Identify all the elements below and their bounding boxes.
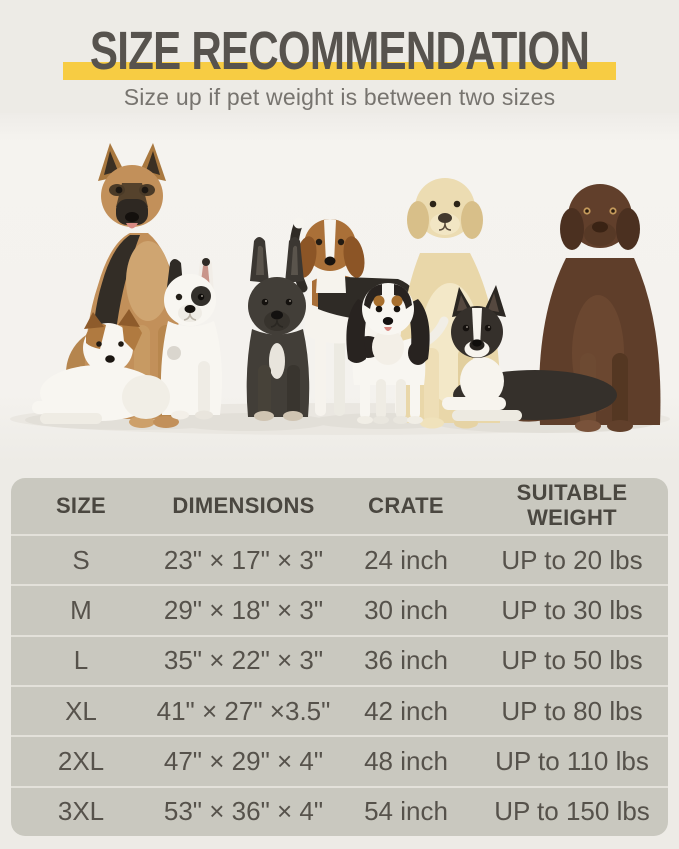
table-header-row: SIZE DIMENSIONS CRATE SUITABLE WEIGHT bbox=[11, 478, 668, 534]
size-table: SIZE DIMENSIONS CRATE SUITABLE WEIGHT S 23" … bbox=[11, 478, 668, 836]
table-cell: 41" × 27" ×3.5" bbox=[151, 684, 336, 735]
table-cell: UP to 50 lbs bbox=[476, 634, 668, 685]
table-row: 3XL 53" × 36" × 4" 54 inch UP to 150 lbs bbox=[11, 785, 668, 836]
table-cell: UP to 30 lbs bbox=[476, 584, 668, 634]
table-cell: 30 inch bbox=[336, 584, 476, 634]
table-cell: 36 inch bbox=[336, 634, 476, 685]
table-cell: UP to 110 lbs bbox=[476, 735, 668, 785]
table-cell: 3XL bbox=[11, 785, 151, 836]
title-highlight-bar bbox=[63, 62, 616, 80]
table-cell: UP to 150 lbs bbox=[476, 785, 668, 836]
column-header: SUITABLE WEIGHT bbox=[516, 480, 628, 530]
table-cell: 48 inch bbox=[336, 735, 476, 785]
column-header: SIZE bbox=[55, 492, 107, 518]
table-row: 2XL 47" × 29" × 4" 48 inch UP to 110 lbs bbox=[11, 735, 668, 785]
dog-french-bulldog-black bbox=[246, 237, 310, 421]
page-subtitle: Size up if pet weight is between two siz… bbox=[123, 84, 556, 110]
dog-cavalier-king-charles-spaniel bbox=[346, 283, 449, 424]
table-cell: XL bbox=[11, 684, 151, 735]
page-title: SIZE RECOMMENDATION bbox=[89, 21, 590, 81]
table-row: L 35" × 22" × 3" 36 inch UP to 50 lbs bbox=[11, 634, 668, 685]
column-header: CRATE bbox=[368, 492, 444, 518]
table-cell: 24 inch bbox=[336, 534, 476, 584]
dog-boston-terrier bbox=[442, 285, 617, 421]
table-cell: 53" × 36" × 4" bbox=[151, 785, 336, 836]
table-cell: 47" × 29" × 4" bbox=[151, 735, 336, 785]
table-cell: 54 inch bbox=[336, 785, 476, 836]
table-row: XL 41" × 27" ×3.5" 42 inch UP to 80 lbs bbox=[11, 684, 668, 735]
table-row: S 23" × 17" × 3" 24 inch UP to 20 lbs bbox=[11, 534, 668, 584]
table-cell: 2XL bbox=[11, 735, 151, 785]
table-cell: 23" × 17" × 3" bbox=[151, 534, 336, 584]
table-cell: S bbox=[11, 534, 151, 584]
table-cell: L bbox=[11, 634, 151, 685]
table-cell: UP to 80 lbs bbox=[476, 684, 668, 735]
dog-jack-russell-terrier bbox=[32, 309, 170, 424]
dog-french-bulldog-pied bbox=[160, 257, 222, 420]
column-header: DIMENSIONS bbox=[172, 492, 315, 518]
table-cell: 29" × 18" × 3" bbox=[151, 584, 336, 634]
dogs-photo bbox=[0, 113, 679, 463]
dogs-photo-illustration bbox=[0, 113, 679, 463]
table-cell: 42 inch bbox=[336, 684, 476, 735]
table-cell: UP to 20 lbs bbox=[476, 534, 668, 584]
table-row: M 29" × 18" × 3" 30 inch UP to 30 lbs bbox=[11, 584, 668, 634]
table-cell: 35" × 22" × 3" bbox=[151, 634, 336, 685]
table-cell: M bbox=[11, 584, 151, 634]
